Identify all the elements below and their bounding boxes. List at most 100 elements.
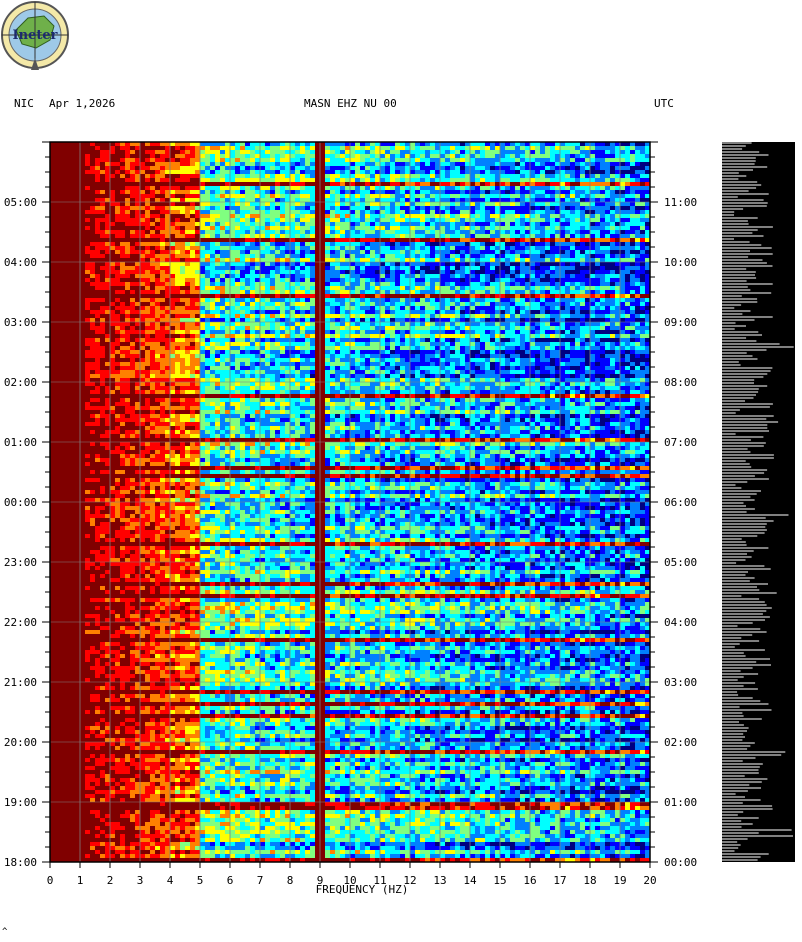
heatmap-cell — [355, 302, 361, 307]
heatmap-cell — [225, 230, 231, 235]
heatmap-cell — [550, 274, 556, 279]
heatmap-cell — [625, 290, 631, 295]
heatmap-cell — [260, 242, 266, 247]
heatmap-cell — [245, 250, 251, 255]
heatmap-cell — [315, 258, 321, 263]
heatmap-cell — [615, 158, 621, 163]
heatmap-cell — [275, 294, 281, 299]
heatmap-cell — [365, 214, 371, 219]
heatmap-cell — [620, 198, 626, 203]
heatmap-cell — [190, 266, 196, 271]
heatmap-cell — [135, 238, 141, 243]
heatmap-cell — [505, 198, 511, 203]
heatmap-cell — [595, 266, 601, 271]
heatmap-cell — [430, 286, 436, 291]
heatmap-cell — [615, 270, 621, 275]
heatmap-cell — [590, 270, 596, 275]
heatmap-cell — [360, 194, 366, 199]
heatmap-cell — [290, 266, 296, 271]
heatmap-cell — [135, 274, 141, 279]
heatmap-cell — [460, 302, 466, 307]
heatmap-cell — [195, 186, 201, 191]
heatmap-cell — [130, 306, 136, 311]
heatmap-cell — [220, 254, 226, 259]
heatmap-cell — [220, 150, 226, 155]
heatmap-cell — [260, 146, 266, 151]
heatmap-cell — [335, 266, 341, 271]
heatmap-cell — [640, 214, 646, 219]
heatmap-cell — [125, 218, 131, 223]
heatmap-cell — [360, 210, 366, 215]
heatmap-cell — [525, 262, 531, 267]
heatmap-cell — [640, 186, 646, 191]
heatmap-cell — [505, 274, 511, 279]
heatmap-cell — [545, 190, 551, 195]
heatmap-cell — [630, 158, 636, 163]
heatmap-cell — [100, 142, 106, 147]
heatmap-cell — [605, 166, 611, 171]
heatmap-cell — [135, 186, 141, 191]
heatmap-cell — [585, 194, 591, 199]
heatmap-cell — [350, 166, 356, 171]
heatmap-cell — [325, 146, 331, 151]
heatmap-cell — [485, 278, 491, 283]
heatmap-cell — [140, 274, 146, 279]
heatmap-cell — [95, 254, 101, 259]
heatmap-cell — [155, 242, 161, 247]
heatmap-cell — [255, 198, 261, 203]
heatmap-cell — [350, 146, 356, 151]
heatmap-cell — [440, 194, 446, 199]
heatmap-cell — [295, 186, 301, 191]
heatmap-cell — [125, 194, 131, 199]
heatmap-cell — [135, 242, 141, 247]
heatmap-cell — [610, 198, 616, 203]
heatmap-cell — [145, 154, 151, 159]
heatmap-cell — [295, 274, 301, 279]
heatmap-cell — [555, 258, 561, 263]
heatmap-cell — [630, 266, 636, 271]
heatmap-cell — [70, 182, 76, 187]
heatmap-cell — [245, 158, 251, 163]
heatmap-cell — [460, 186, 466, 191]
heatmap-cell — [115, 234, 121, 239]
heatmap-cell — [240, 294, 246, 299]
heatmap-cell — [390, 214, 396, 219]
heatmap-cell — [105, 278, 111, 283]
heatmap-cell — [315, 146, 321, 151]
heatmap-cell — [485, 262, 491, 267]
heatmap-cell — [185, 274, 191, 279]
heatmap-cell — [390, 194, 396, 199]
heatmap-cell — [100, 274, 106, 279]
heatmap-cell — [230, 186, 236, 191]
heatmap-cell — [145, 142, 151, 147]
heatmap-cell — [95, 154, 101, 159]
heatmap-cell — [305, 270, 311, 275]
heatmap-cell — [190, 146, 196, 151]
heatmap-cell — [460, 234, 466, 239]
heatmap-cell — [540, 270, 546, 275]
heatmap-cell — [525, 206, 531, 211]
heatmap-cell — [640, 238, 646, 243]
heatmap-cell — [620, 230, 626, 235]
heatmap-cell — [115, 294, 121, 299]
heatmap-cell — [580, 286, 586, 291]
heatmap-cell — [415, 210, 421, 215]
heatmap-cell — [620, 238, 626, 243]
heatmap-cell — [615, 246, 621, 251]
heatmap-cell — [630, 226, 636, 231]
heatmap-cell — [340, 234, 346, 239]
heatmap-cell — [635, 178, 641, 183]
heatmap-cell — [500, 202, 506, 207]
heatmap-cell — [415, 198, 421, 203]
heatmap-cell — [220, 206, 226, 211]
heatmap-cell — [410, 250, 416, 255]
heatmap-cell — [530, 190, 536, 195]
heatmap-cell — [180, 230, 186, 235]
heatmap-cell — [255, 230, 261, 235]
heatmap-cell — [455, 226, 461, 231]
heatmap-cell — [450, 174, 456, 179]
heatmap-cell — [555, 146, 561, 151]
heatmap-cell — [420, 178, 426, 183]
heatmap-cell — [570, 246, 576, 251]
heatmap-cell — [470, 146, 476, 151]
